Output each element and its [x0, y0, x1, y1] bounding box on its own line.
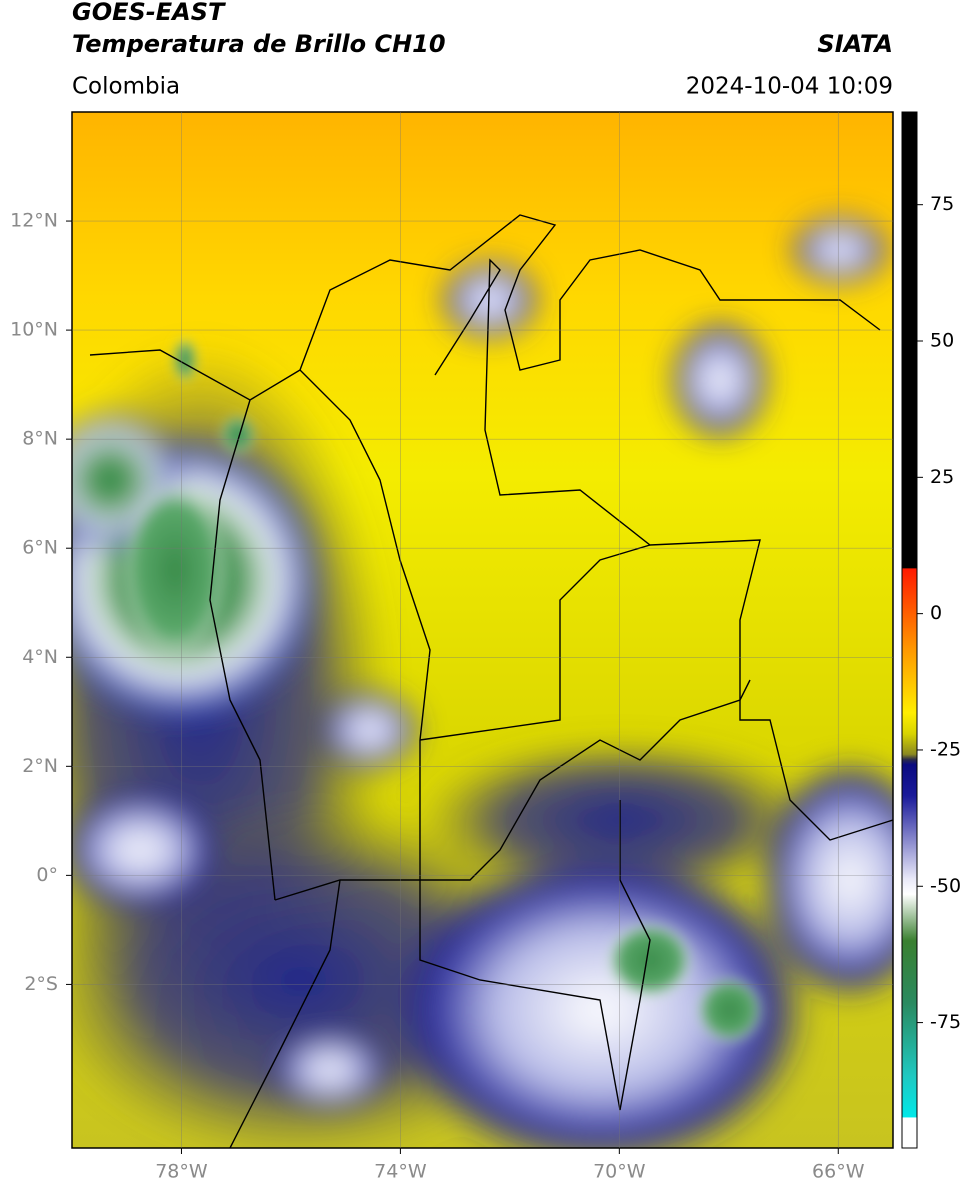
colorbar-tick-label: -75 [930, 1011, 961, 1033]
colorbar-tick-label: 50 [930, 330, 954, 352]
source: SIATA [817, 30, 893, 58]
satellite-image [72, 112, 893, 1148]
colorbar-tick-label: -25 [930, 738, 961, 760]
x-tick-label: 78°W [155, 1161, 208, 1183]
cold-tops [120, 338, 765, 1045]
x-tick-label: 74°W [374, 1161, 427, 1183]
x-tick-label: 70°W [593, 1161, 646, 1183]
datetime: 2024-10-04 10:09 [686, 74, 893, 100]
cloud-fields [72, 215, 893, 1148]
title: GOES-EAST [72, 0, 226, 26]
colorbar-tick-label: -50 [930, 875, 961, 897]
y-tick-label: 4°N [22, 646, 58, 668]
colorbar-tick-label: 75 [930, 193, 954, 215]
y-tick-label: 12°N [10, 210, 58, 232]
y-tick-label: 6°N [22, 537, 58, 559]
subtitle: Temperatura de Brillo CH10 [72, 30, 446, 58]
y-tick-label: 8°N [22, 428, 58, 450]
y-tick-label: 2°N [22, 755, 58, 777]
colorbar-tick-label: 0 [930, 602, 942, 624]
graticule: 78°W 74°W 70°W 66°W 12°N 10°N 8°N 6°N 4°N 2°N 0° 2°… [10, 112, 893, 1183]
y-tick-label: 0° [36, 864, 58, 886]
x-tick-label: 66°W [812, 1161, 865, 1183]
colorbar-tick-label: 25 [930, 466, 954, 488]
colorbar [901, 111, 918, 1149]
y-tick-label: 10°N [10, 319, 58, 341]
y-tick-label: 2°S [24, 973, 58, 995]
region: Colombia [72, 74, 180, 100]
borders [89, 214, 893, 1148]
colorbar-ticks: 75 50 25 0 -25 -50 -75 [917, 193, 961, 1033]
map-frame [71, 111, 894, 1149]
